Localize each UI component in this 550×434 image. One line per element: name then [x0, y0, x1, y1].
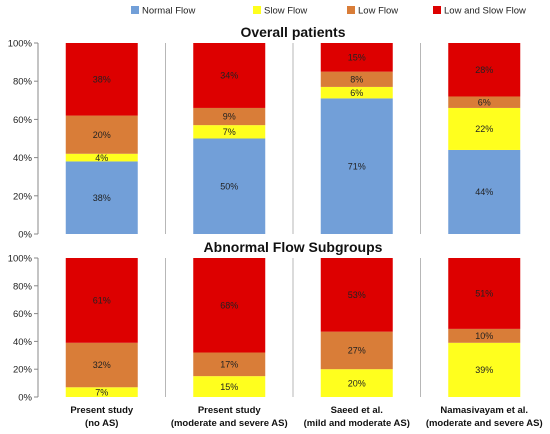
y-tick-label: 80% — [13, 77, 33, 88]
data-label-low_slow: 28% — [475, 65, 493, 75]
bar-segment-slow — [65, 387, 138, 397]
panel-2: Abnormal Flow Subgroups 0% 20% 40% 60% 80% 100… — [8, 239, 521, 404]
y-tick-label: 60% — [13, 309, 33, 320]
bar-segment-normal — [448, 149, 521, 234]
y-tick-label: 0% — [18, 393, 32, 404]
data-label-low_slow: 51% — [475, 289, 493, 299]
bar-segment-low — [448, 328, 521, 343]
bar-segment-low — [320, 331, 393, 370]
bar-segment-slow — [320, 86, 393, 99]
legend-item-slow: Slow Flow — [253, 6, 307, 17]
y-tick-label: 0% — [18, 230, 32, 241]
bar-segment-slow — [193, 376, 266, 397]
data-label-low: 6% — [478, 97, 491, 107]
legend-label-low_slow: Low and Slow Flow — [444, 6, 526, 17]
x-category-line2: (moderate and severe AS) — [171, 418, 288, 429]
data-label-low: 27% — [348, 346, 366, 356]
data-label-slow: 6% — [350, 88, 363, 98]
bar-segment-low_slow — [193, 258, 266, 353]
legend-item-low: Low Flow — [347, 6, 398, 17]
data-label-slow: 20% — [348, 378, 366, 388]
bar-segment-low — [448, 96, 521, 108]
x-category-line1: Saeed et al. — [331, 405, 383, 416]
data-label-slow: 22% — [475, 124, 493, 134]
y-tick-label: 40% — [13, 337, 33, 348]
x-category-label: Namasivayam et al. (moderate and severe A… — [426, 405, 543, 429]
data-label-low_slow: 61% — [93, 296, 111, 306]
x-category-label: Saeed et al. (mild and moderate AS) — [304, 405, 410, 429]
bar-segment-low — [65, 342, 138, 388]
data-label-low_slow: 68% — [220, 300, 238, 310]
bar-segment-low_slow — [65, 43, 138, 116]
bar-segment-slow — [320, 369, 393, 397]
y-tick-label: 80% — [13, 281, 33, 292]
data-label-normal: 38% — [93, 193, 111, 203]
data-label-normal: 71% — [348, 161, 366, 171]
bar-segment-low_slow — [65, 258, 138, 343]
bar-segment-low_slow — [193, 43, 266, 108]
data-label-low: 17% — [220, 360, 238, 370]
data-label-slow: 4% — [95, 153, 108, 163]
legend-label-normal: Normal Flow — [142, 6, 195, 17]
bar-segment-slow — [448, 107, 521, 150]
legend-swatch-low_slow — [433, 6, 441, 14]
data-label-low: 32% — [93, 360, 111, 370]
data-label-low_slow: 15% — [348, 53, 366, 63]
bar-segment-low_slow — [320, 258, 393, 332]
bar-segment-slow — [193, 125, 266, 139]
x-category-line1: Present study — [70, 405, 134, 416]
bar-segment-slow — [65, 153, 138, 162]
bar-segment-low_slow — [448, 43, 521, 97]
panel-title: Abnormal Flow Subgroups — [204, 239, 383, 255]
y-tick-label: 20% — [13, 191, 33, 202]
y-tick-label: 20% — [13, 365, 33, 376]
data-label-slow: 7% — [223, 127, 236, 137]
bar-segment-low — [193, 107, 266, 126]
legend-item-low_slow: Low and Slow Flow — [433, 6, 526, 17]
bar-segment-normal — [193, 138, 266, 234]
panel-title: Overall patients — [240, 24, 345, 40]
x-category-line1: Present study — [198, 405, 262, 416]
data-label-low_slow: 34% — [220, 71, 238, 81]
bar-segment-low — [65, 115, 138, 154]
y-tick-label: 100% — [8, 39, 33, 50]
data-label-slow: 15% — [220, 382, 238, 392]
legend-swatch-slow — [253, 6, 261, 14]
x-category-label: Present study (no AS) — [70, 405, 134, 429]
data-label-low_slow: 38% — [93, 74, 111, 84]
bar-segment-low — [320, 71, 393, 87]
bar-segment-slow — [448, 342, 521, 397]
y-tick-label: 100% — [8, 254, 33, 265]
x-category-label: Present study (moderate and severe AS) — [171, 405, 288, 429]
bar-segment-normal — [320, 98, 393, 234]
data-label-low: 8% — [350, 74, 363, 84]
data-label-low_slow: 53% — [348, 290, 366, 300]
data-label-low: 10% — [475, 331, 493, 341]
legend-item-normal: Normal Flow — [131, 6, 195, 17]
data-label-normal: 44% — [475, 187, 493, 197]
legend-swatch-low — [347, 6, 355, 14]
legend-label-low: Low Flow — [358, 6, 398, 17]
x-category-line2: (mild and moderate AS) — [304, 418, 410, 429]
y-tick-label: 60% — [13, 115, 33, 126]
legend-label-slow: Slow Flow — [264, 6, 307, 17]
legend-swatch-normal — [131, 6, 139, 14]
y-tick-label: 40% — [13, 153, 33, 164]
bar-segment-normal — [65, 161, 138, 234]
data-label-slow: 7% — [95, 387, 108, 397]
data-label-low: 20% — [93, 130, 111, 140]
data-label-slow: 39% — [475, 365, 493, 375]
x-category-line2: (no AS) — [85, 418, 118, 429]
bar-segment-low_slow — [448, 258, 521, 329]
bar-segment-low_slow — [320, 43, 393, 72]
x-category-line2: (moderate and severe AS) — [426, 418, 543, 429]
data-label-low: 9% — [223, 112, 236, 122]
x-category-line1: Namasivayam et al. — [440, 405, 528, 416]
panel-1: Overall patients 0% 20% 40% 60% 80% 100% 38% 4% 2… — [8, 24, 521, 241]
data-label-normal: 50% — [220, 181, 238, 191]
bar-segment-low — [193, 352, 266, 377]
